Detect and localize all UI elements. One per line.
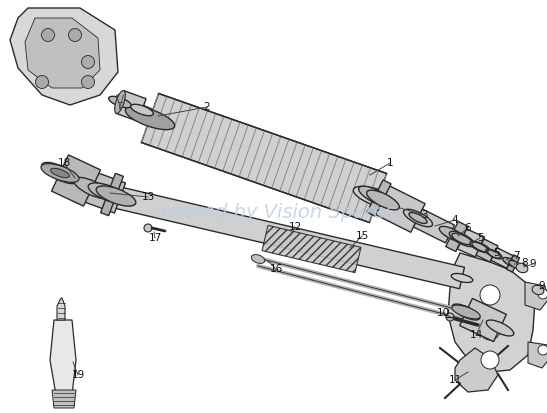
Ellipse shape (446, 313, 454, 321)
Ellipse shape (105, 190, 135, 206)
Ellipse shape (42, 28, 55, 41)
Text: 11: 11 (449, 375, 462, 385)
Polygon shape (141, 93, 387, 223)
Ellipse shape (41, 164, 79, 183)
Ellipse shape (75, 179, 105, 195)
Ellipse shape (404, 209, 433, 227)
Ellipse shape (472, 242, 488, 252)
Ellipse shape (368, 191, 397, 209)
Ellipse shape (451, 273, 473, 282)
Ellipse shape (452, 305, 480, 319)
Ellipse shape (366, 190, 399, 210)
Ellipse shape (50, 169, 69, 178)
Ellipse shape (104, 192, 126, 202)
Text: 15: 15 (356, 231, 369, 241)
Ellipse shape (452, 304, 480, 320)
Ellipse shape (449, 231, 475, 247)
Text: 3: 3 (421, 210, 427, 220)
Polygon shape (262, 225, 361, 273)
Ellipse shape (503, 258, 517, 266)
Ellipse shape (88, 183, 128, 203)
Ellipse shape (532, 285, 544, 295)
Text: 7: 7 (513, 251, 519, 261)
Polygon shape (57, 298, 65, 320)
Polygon shape (51, 155, 101, 206)
Ellipse shape (538, 289, 547, 299)
Polygon shape (446, 221, 468, 252)
Text: 2: 2 (203, 102, 210, 112)
Ellipse shape (441, 228, 459, 240)
Text: 12: 12 (288, 222, 301, 232)
Ellipse shape (487, 250, 501, 258)
Ellipse shape (36, 76, 49, 88)
Polygon shape (459, 299, 507, 342)
Text: owered by Vision Spares: owered by Vision Spares (155, 204, 395, 223)
Ellipse shape (109, 96, 131, 108)
Text: 9: 9 (529, 259, 536, 269)
Text: 4: 4 (452, 215, 458, 225)
Ellipse shape (483, 315, 497, 323)
Polygon shape (113, 186, 464, 289)
Polygon shape (52, 390, 76, 408)
Ellipse shape (353, 186, 403, 210)
Ellipse shape (470, 241, 490, 253)
Text: 10: 10 (437, 308, 450, 318)
Ellipse shape (409, 213, 427, 223)
Ellipse shape (439, 226, 465, 242)
Polygon shape (116, 91, 146, 121)
Ellipse shape (538, 345, 547, 355)
Ellipse shape (486, 249, 502, 259)
Polygon shape (528, 342, 547, 368)
Text: 8: 8 (522, 258, 528, 268)
Polygon shape (525, 282, 547, 310)
Ellipse shape (125, 107, 174, 130)
Polygon shape (448, 253, 535, 372)
Ellipse shape (74, 178, 110, 199)
Ellipse shape (115, 90, 125, 114)
Ellipse shape (96, 186, 136, 206)
Ellipse shape (42, 162, 78, 184)
Polygon shape (507, 255, 520, 272)
Polygon shape (455, 348, 498, 392)
Polygon shape (457, 229, 485, 257)
Polygon shape (10, 8, 118, 105)
Text: 17: 17 (148, 233, 161, 243)
Polygon shape (367, 180, 391, 216)
Text: 5: 5 (476, 233, 484, 243)
Polygon shape (50, 320, 76, 400)
Ellipse shape (480, 285, 500, 305)
Ellipse shape (359, 186, 391, 206)
Text: 13: 13 (141, 192, 155, 202)
Text: 5: 5 (494, 248, 501, 258)
Ellipse shape (504, 258, 516, 266)
Polygon shape (414, 209, 455, 243)
Polygon shape (491, 248, 513, 268)
Ellipse shape (480, 320, 500, 340)
Ellipse shape (481, 351, 499, 369)
Text: 18: 18 (57, 158, 71, 168)
Ellipse shape (144, 224, 152, 232)
Ellipse shape (509, 261, 523, 269)
Text: 6: 6 (465, 223, 472, 233)
Ellipse shape (251, 254, 265, 263)
Ellipse shape (82, 76, 95, 88)
Polygon shape (84, 172, 125, 213)
Ellipse shape (131, 104, 153, 116)
Polygon shape (25, 18, 100, 88)
Ellipse shape (486, 320, 514, 336)
Polygon shape (375, 186, 425, 232)
Polygon shape (476, 239, 498, 262)
Text: 19: 19 (71, 370, 85, 380)
Ellipse shape (68, 28, 82, 41)
Ellipse shape (452, 233, 472, 244)
Text: 1: 1 (387, 158, 393, 168)
Polygon shape (101, 173, 124, 216)
Ellipse shape (516, 263, 528, 273)
Text: 14: 14 (469, 330, 482, 340)
Ellipse shape (82, 55, 95, 69)
Text: 9: 9 (539, 281, 545, 291)
Text: 16: 16 (269, 264, 283, 274)
